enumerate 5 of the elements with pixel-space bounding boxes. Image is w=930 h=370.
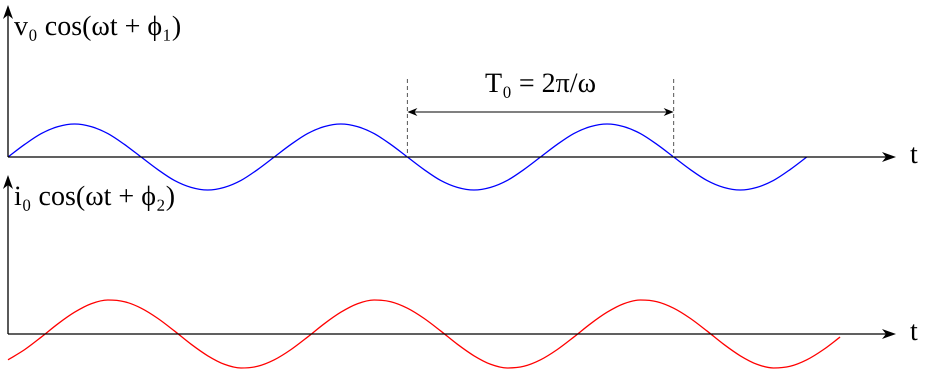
x-axis-title: t [910, 139, 918, 170]
x-axis-title: t [910, 316, 918, 347]
y-axis-title: i₀ cos(ωt + ϕ₂) [14, 181, 176, 212]
text: T₀ = 2π/ω [485, 68, 596, 99]
y-axis-title: v₀ cos(ωt + ϕ₁) [14, 11, 182, 42]
